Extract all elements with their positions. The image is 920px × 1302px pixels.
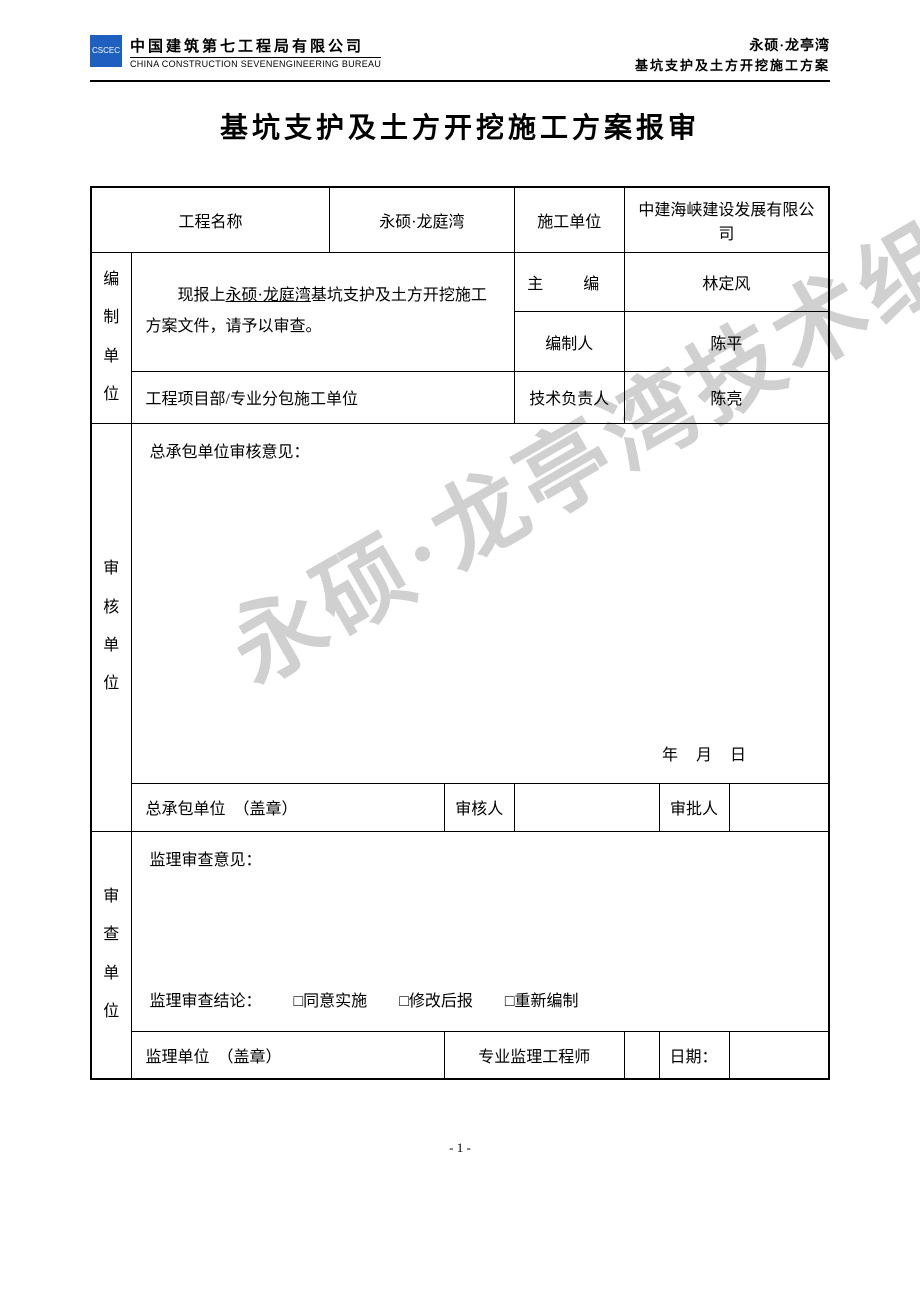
supervision-opinion-title: 监理审查意见：: [150, 846, 811, 870]
construction-unit-value: 中建海峡建设发展有限公司: [624, 187, 829, 253]
compile-unit-label: 编制单位: [91, 253, 131, 424]
dept-label: 工程项目部/专业分包施工单位: [131, 371, 514, 423]
reviewer-label: 审核人: [444, 783, 514, 831]
company-name-cn: 中国建筑第七工程局有限公司: [130, 35, 381, 58]
supervision-opinion-block: 监理审查意见： 监理审查结论： □同意实施 □修改后报 □重新编制: [131, 831, 829, 1031]
company-name-en: CHINA CONSTRUCTION SEVENENGINEERING BURE…: [130, 58, 381, 69]
chief-editor-value: 林定风: [624, 253, 829, 312]
description-cell: 现报上永硕·龙庭湾基坑支护及土方开挖施工方案文件，请予以审查。: [131, 253, 514, 372]
chief-editor-label: 主 编: [514, 253, 624, 312]
contractor-opinion-block: 总承包单位审核意见： 年月日: [131, 423, 829, 783]
review-unit-label: 审核单位: [91, 423, 131, 831]
header-right: 永硕·龙亭湾 基坑支护及土方开挖施工方案: [635, 35, 830, 74]
project-name-value: 永硕·龙庭湾: [330, 187, 515, 253]
approver-label: 审批人: [659, 783, 729, 831]
header-subtitle: 基坑支护及土方开挖施工方案: [635, 55, 830, 74]
contractor-opinion-title: 总承包单位审核意见：: [150, 438, 811, 462]
compiler-value: 陈平: [624, 312, 829, 371]
reviewer-value: [514, 783, 659, 831]
page-header: CSCEC 中国建筑第七工程局有限公司 CHINA CONSTRUCTION S…: [90, 35, 830, 82]
date-line: 年月日: [662, 741, 764, 765]
project-name-label: 工程名称: [91, 187, 330, 253]
approver-value: [729, 783, 829, 831]
page-number: - 1 -: [90, 1140, 830, 1156]
inspect-unit-label: 审查单位: [91, 831, 131, 1079]
conclusion-line: 监理审查结论： □同意实施 □修改后报 □重新编制: [150, 987, 607, 1011]
supervision-stamp: 监理单位 （盖章）: [131, 1031, 444, 1079]
engineer-label: 专业监理工程师: [444, 1031, 624, 1079]
company-logo-icon: CSCEC: [90, 35, 122, 67]
compiler-label: 编制人: [514, 312, 624, 371]
tech-leader-value: 陈亮: [624, 371, 829, 423]
header-left: CSCEC 中国建筑第七工程局有限公司 CHINA CONSTRUCTION S…: [90, 35, 381, 69]
date-label: 日期：: [659, 1031, 729, 1079]
engineer-value: [624, 1031, 659, 1079]
document-title: 基坑支护及土方开挖施工方案报审: [90, 106, 830, 146]
header-project: 永硕·龙亭湾: [635, 35, 830, 55]
construction-unit-label: 施工单位: [514, 187, 624, 253]
tech-leader-label: 技术负责人: [514, 371, 624, 423]
date-value: [729, 1031, 829, 1079]
contractor-stamp: 总承包单位 （盖章）: [131, 783, 444, 831]
approval-table: 工程名称 永硕·龙庭湾 施工单位 中建海峡建设发展有限公司 编制单位 现报上永硕…: [90, 186, 830, 1080]
